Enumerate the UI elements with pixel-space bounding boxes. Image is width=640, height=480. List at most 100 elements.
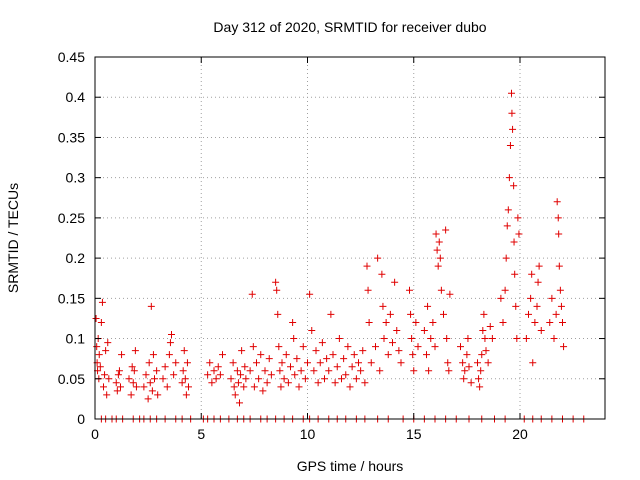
data-point	[384, 351, 392, 359]
data-point	[125, 375, 133, 383]
data-point	[537, 327, 545, 335]
data-point	[559, 318, 566, 326]
data-point	[508, 109, 516, 117]
data-point	[323, 355, 331, 363]
data-point	[363, 262, 371, 270]
data-point	[335, 335, 343, 343]
data-point	[104, 339, 112, 347]
data-point	[240, 383, 248, 391]
data-point	[555, 262, 563, 270]
data-point	[409, 351, 417, 359]
data-point	[481, 335, 489, 343]
data-point	[508, 89, 515, 97]
data-point	[497, 294, 505, 302]
data-point	[355, 359, 362, 367]
data-point	[348, 363, 356, 371]
data-point	[204, 371, 212, 379]
data-point	[208, 379, 216, 387]
data-point	[555, 230, 563, 238]
data-point	[287, 363, 294, 371]
data-point	[397, 359, 405, 367]
data-point	[344, 343, 352, 351]
data-point	[420, 327, 428, 335]
data-point	[103, 391, 111, 399]
ticks-layer: 0 0.05 0.1 0.15 0.2 0.25 0.3 0.35 0.4 0.45 0 5 10 15 2…	[58, 49, 605, 442]
data-point	[367, 359, 375, 367]
data-point	[511, 270, 519, 278]
data-point	[282, 351, 290, 359]
data-point	[118, 351, 126, 359]
plot-frame	[94, 56, 606, 420]
data-point	[308, 327, 316, 335]
data-point	[277, 383, 285, 391]
data-point	[465, 363, 473, 371]
data-point	[512, 302, 520, 310]
data-point	[265, 355, 273, 363]
data-point	[102, 347, 110, 355]
data-point	[479, 327, 487, 335]
data-point	[504, 206, 512, 214]
data-point	[554, 214, 562, 222]
data-point	[182, 391, 190, 399]
data-point	[333, 363, 341, 371]
data-point	[431, 343, 439, 351]
data-point	[548, 294, 556, 302]
data-point	[340, 355, 348, 363]
data-point	[437, 286, 445, 294]
data-point	[460, 375, 468, 383]
data-point	[227, 375, 235, 383]
y-tick-label: 0.05	[58, 371, 85, 387]
data-point	[553, 198, 561, 206]
data-point	[299, 343, 307, 351]
y-tick-label: 0	[77, 411, 85, 427]
data-point	[364, 286, 372, 294]
data-point	[425, 367, 433, 375]
data-point	[153, 367, 161, 375]
data-point	[461, 367, 469, 375]
data-point	[506, 141, 514, 149]
data-point	[510, 238, 518, 246]
y-tick-label: 0.35	[58, 129, 85, 145]
data-point	[442, 226, 450, 234]
data-point	[515, 230, 523, 238]
data-point	[374, 254, 382, 262]
data-point	[129, 379, 137, 387]
y-tick-label: 0.4	[66, 89, 86, 105]
data-point	[531, 318, 539, 326]
data-point	[234, 379, 242, 387]
data-point	[148, 387, 156, 395]
data-point	[410, 367, 418, 375]
data-point	[327, 310, 335, 318]
data-point	[361, 379, 369, 387]
data-point	[459, 359, 467, 367]
data-point	[115, 367, 123, 375]
data-point	[331, 379, 339, 387]
data-point	[236, 399, 243, 407]
data-point	[480, 310, 488, 318]
data-point	[242, 375, 250, 383]
data-point	[276, 367, 284, 375]
data-point	[474, 359, 481, 367]
data-point	[128, 363, 136, 371]
data-point	[257, 351, 265, 359]
data-point	[144, 395, 152, 403]
data-point	[389, 339, 396, 347]
y-tick-label: 0.25	[58, 210, 85, 226]
data-point	[478, 351, 486, 359]
data-point	[464, 335, 472, 343]
data-point	[552, 310, 560, 318]
data-point	[476, 383, 484, 391]
data-point	[503, 222, 511, 230]
data-point	[433, 246, 441, 254]
x-tick-label: 20	[512, 426, 528, 442]
data-point	[127, 391, 135, 399]
data-point	[352, 375, 360, 383]
data-point	[427, 335, 435, 343]
data-point	[146, 379, 154, 387]
data-point	[509, 125, 517, 133]
data-point	[131, 347, 139, 355]
data-point	[393, 327, 401, 335]
data-point	[246, 367, 254, 375]
data-point	[325, 367, 333, 375]
